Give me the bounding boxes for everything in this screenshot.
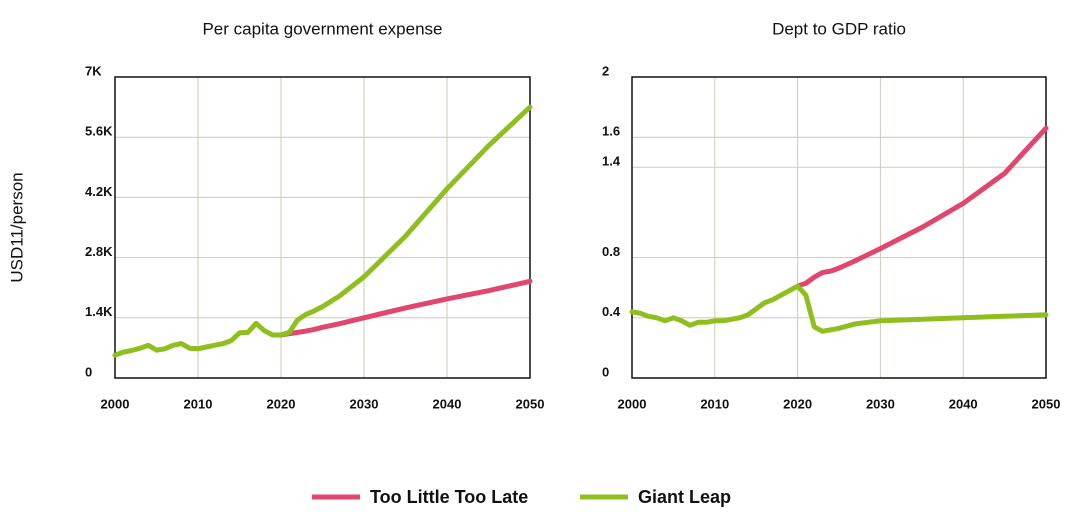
y-tick-label: 1.6 bbox=[602, 124, 620, 139]
y-tick-label: 2.8K bbox=[85, 244, 113, 259]
y-tick-label: 0.4 bbox=[602, 304, 621, 319]
y-tick-label: 1.4K bbox=[85, 304, 113, 319]
series-line bbox=[112, 104, 533, 358]
y-tick-label: 0 bbox=[85, 364, 92, 379]
y-tick-label: 2 bbox=[602, 63, 609, 78]
x-tick-label: 2030 bbox=[866, 396, 895, 411]
y-tick-label: 5.6K bbox=[85, 124, 113, 139]
series-line bbox=[278, 278, 533, 338]
y-axis-label: USD11/person bbox=[7, 172, 26, 282]
x-tick-label: 2000 bbox=[618, 396, 647, 411]
y-tick-label: 7K bbox=[85, 63, 102, 78]
y-tick-label: 0.8 bbox=[602, 244, 620, 259]
y-tick-label: 1.4 bbox=[602, 154, 621, 169]
x-tick-label: 2010 bbox=[700, 396, 729, 411]
legend-label: Giant Leap bbox=[638, 487, 731, 507]
x-tick-label: 2010 bbox=[184, 396, 213, 411]
x-tick-label: 2050 bbox=[516, 396, 545, 411]
y-tick-label: 0 bbox=[602, 364, 609, 379]
legend-label: Too Little Too Late bbox=[370, 487, 528, 507]
x-tick-label: 2020 bbox=[783, 396, 812, 411]
plot-frame bbox=[114, 76, 531, 379]
x-tick-label: 2050 bbox=[1032, 396, 1061, 411]
series-line bbox=[795, 125, 1049, 289]
chart-title: Dept to GDP ratio bbox=[772, 19, 906, 38]
y-tick-label: 4.2K bbox=[85, 184, 113, 199]
plot-frame bbox=[631, 76, 1047, 379]
chart-title: Per capita government expense bbox=[202, 19, 442, 38]
x-tick-label: 2030 bbox=[350, 396, 379, 411]
x-tick-label: 2020 bbox=[267, 396, 296, 411]
x-tick-label: 2040 bbox=[949, 396, 978, 411]
series-line bbox=[629, 283, 1049, 334]
x-tick-label: 2040 bbox=[433, 396, 462, 411]
x-tick-label: 2000 bbox=[101, 396, 130, 411]
